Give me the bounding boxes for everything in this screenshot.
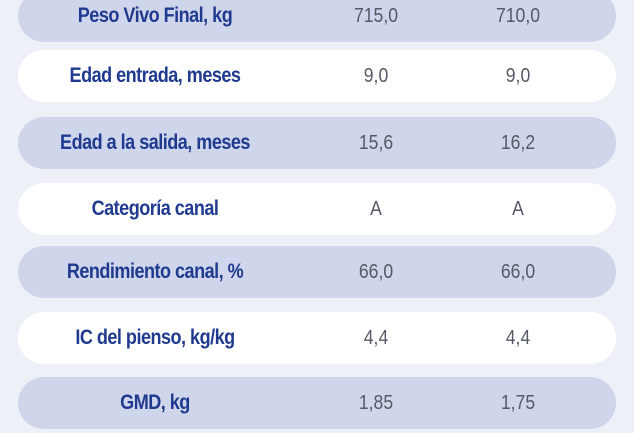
table-row: Edad entrada, meses 9,0 9,0 [18,50,616,102]
row-value-col1: 9,0 [363,65,389,87]
row-label: Edad a la salida, meses [60,131,250,154]
table-row: GMD, kg 1,85 1,75 [18,377,616,429]
row-value-col2: 710,0 [495,5,541,27]
table-row: Edad a la salida, meses 15,6 16,2 [18,117,616,169]
row-value-col1: 1,85 [358,392,394,414]
table-row: Categoría canal A A [18,183,616,235]
row-label: Rendimiento canal, % [66,260,244,283]
row-label: Edad entrada, meses [69,64,241,87]
row-value-col2: 1,75 [500,392,536,414]
row-value-col2: A [512,198,524,220]
row-value-col1: 715,0 [353,5,399,27]
row-label: IC del pienso, kg/kg [75,326,235,349]
row-value-col2: 9,0 [505,65,531,87]
table-row: Peso Vivo Final, kg 715,0 710,0 [18,0,616,42]
row-value-col2: 4,4 [505,327,531,349]
row-value-col1: 15,6 [358,132,394,154]
table-row: Rendimiento canal, % 66,0 66,0 [18,246,616,298]
table-row: IC del pienso, kg/kg 4,4 4,4 [18,312,616,364]
row-value-col1: A [370,198,382,220]
row-value-col2: 66,0 [500,261,536,283]
row-label: Categoría canal [91,197,219,220]
row-label: GMD, kg [120,391,190,414]
row-value-col2: 16,2 [500,132,536,154]
row-value-col1: 66,0 [358,261,394,283]
row-label: Peso Vivo Final, kg [77,4,233,27]
row-value-col1: 4,4 [363,327,389,349]
